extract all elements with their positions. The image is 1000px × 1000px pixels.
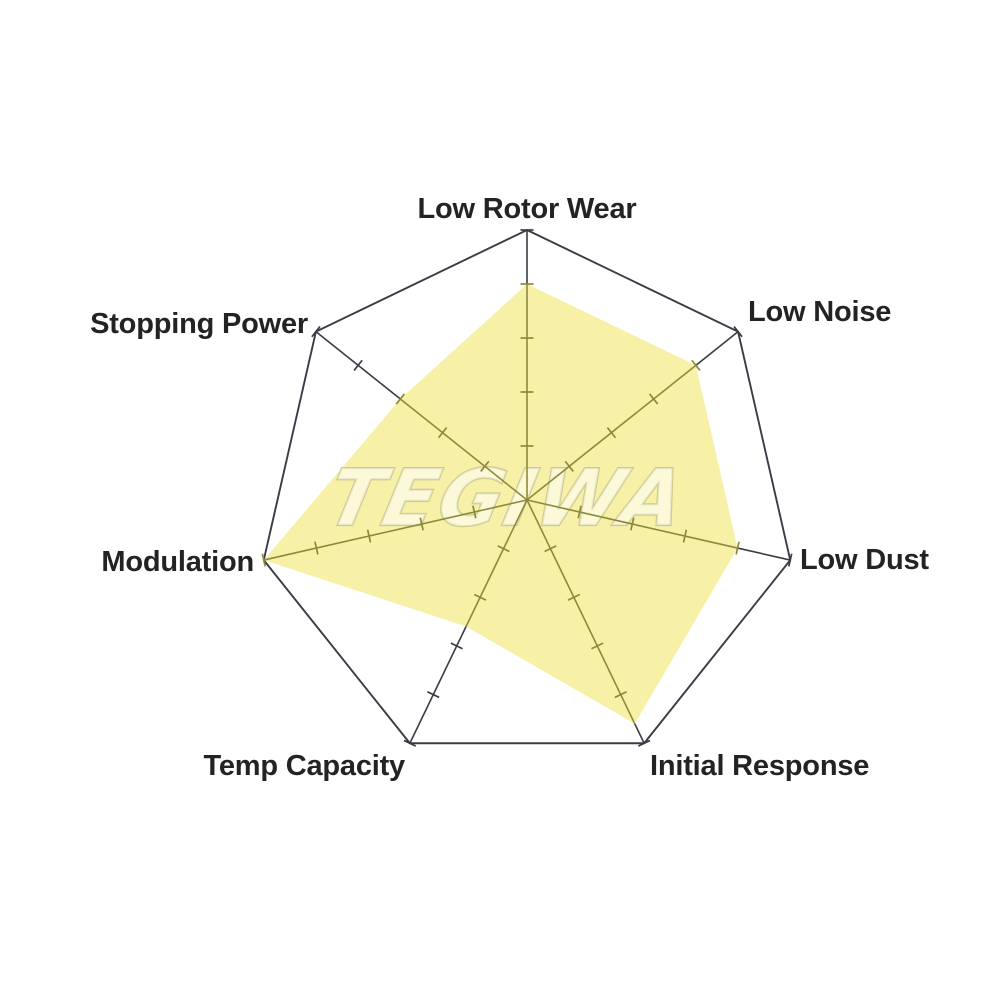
axis-tick-5-1 (472, 505, 477, 519)
axis-tick-3-1 (544, 545, 557, 553)
axis-tick-4-4 (427, 691, 440, 699)
axis-label-modulation: Modulation (101, 546, 254, 578)
axis-label-low-noise: Low Noise (748, 296, 891, 328)
axis-tick-3-5 (637, 739, 651, 747)
axis-tick-3-2 (567, 593, 581, 601)
axis-label-stopping-power: Stopping Power (90, 308, 308, 340)
axis-tick-1-4 (691, 359, 701, 371)
axis-spoke-outer-2 (737, 547, 791, 561)
axis-tick-2-3 (682, 529, 688, 543)
watermark: TEGIWA (319, 452, 696, 545)
axis-spoke-6 (399, 398, 528, 501)
axis-tick-5-4 (314, 541, 319, 555)
axis-label-temp-capacity: Temp Capacity (203, 750, 405, 782)
axis-tick-2-4 (735, 541, 740, 555)
axis-tick-1-3 (648, 393, 659, 405)
axis-tick-2-1 (577, 505, 582, 519)
axis-label-initial-response: Initial Response (650, 750, 869, 782)
axis-tick-4-5 (403, 739, 417, 747)
axis-label-low-dust: Low Dust (800, 544, 929, 576)
axis-tick-4-2 (473, 593, 487, 601)
axis-tick-2-5 (787, 553, 793, 567)
axis-tick-6-3 (395, 393, 406, 405)
axis-spoke-4 (465, 499, 528, 627)
axis-spoke-5 (263, 499, 528, 561)
axis-tick-4-1 (497, 545, 510, 553)
axis-spoke-outer-3 (634, 723, 645, 744)
axis-label-low-rotor-wear: Low Rotor Wear (417, 193, 636, 225)
axis-spoke-outer-1 (695, 331, 739, 366)
axis-tick-1-2 (606, 427, 617, 439)
axis-tick-1-5 (733, 326, 743, 338)
axis-tick-4-3 (450, 642, 463, 650)
axis-tick-6-4 (353, 359, 363, 371)
axis-spoke-3 (526, 499, 636, 725)
watermark-text: TEGIWA (320, 453, 694, 544)
axis-tick-6-2 (437, 427, 448, 439)
axis-tick-6-1 (480, 460, 490, 472)
axis-tick-3-3 (591, 642, 604, 650)
axis-tick-5-2 (419, 517, 424, 531)
axis-tick-2-2 (630, 517, 635, 531)
axis-tick-5-5 (261, 553, 267, 567)
outer-polygon-outline (262, 228, 792, 745)
axis-labels-group: Low Rotor Wear Low Noise Low Dust Initia… (90, 193, 930, 782)
axis-tick-1-1 (564, 460, 574, 472)
series-area-brake-pad-rating (263, 284, 738, 724)
axis-tick-6-5 (311, 326, 321, 338)
axis-tick-5-3 (366, 529, 372, 543)
axis-spokes-group (261, 229, 793, 747)
axis-tick-3-4 (614, 691, 627, 699)
